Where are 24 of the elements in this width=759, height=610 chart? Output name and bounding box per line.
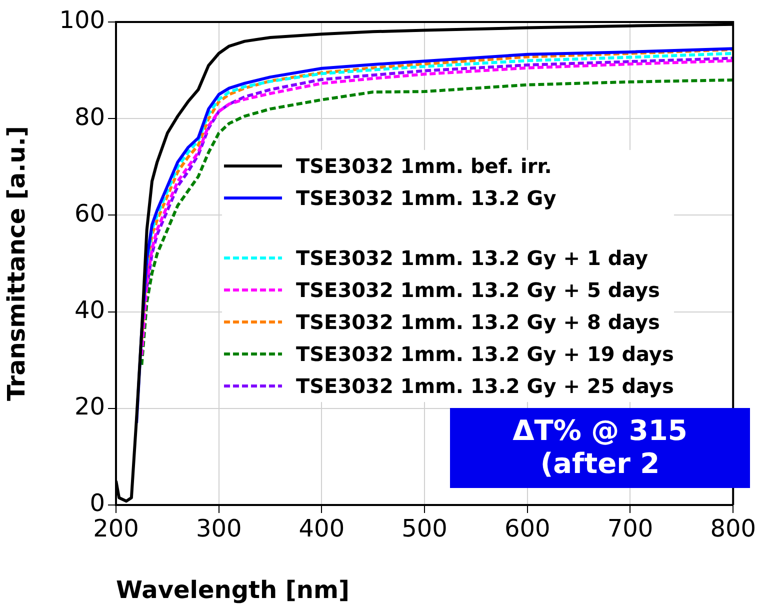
y-tick-label: 40 (74, 296, 105, 324)
y-tick-label: 100 (59, 6, 105, 34)
x-axis-title: Wavelength [nm] (116, 576, 350, 604)
legend-label: TSE3032 1mm. bef. irr. (296, 154, 552, 178)
x-tick-label: 500 (402, 514, 448, 543)
x-tick-label: 700 (607, 514, 654, 543)
x-tick-label: 400 (298, 514, 345, 543)
y-tick-label: 0 (90, 489, 105, 518)
annotation: (after 2 (539, 447, 661, 480)
x-tick-label: 200 (93, 514, 139, 543)
legend-label: TSE3032 1mm. 13.2 Gy + 19 days (296, 342, 674, 366)
legend-label: TSE3032 1mm. 13.2 Gy + 8 days (296, 310, 660, 334)
legend-label: TSE3032 1mm. 13.2 Gy + 1 day (296, 246, 648, 270)
x-tick-label: 800 (710, 514, 756, 543)
legend-label: TSE3032 1mm. 13.2 Gy + 25 days (296, 374, 674, 398)
annotation: ΔT% @ 315 (512, 414, 688, 447)
y-axis-title: Transmittance [a.u.] (2, 126, 31, 401)
y-tick-label: 20 (74, 392, 105, 421)
legend-label: TSE3032 1mm. 13.2 Gy + 5 days (296, 278, 660, 302)
x-tick-label: 600 (504, 514, 550, 543)
x-tick-label: 300 (196, 514, 242, 543)
y-tick-label: 80 (74, 102, 105, 131)
y-tick-label: 60 (74, 199, 105, 228)
legend-label: TSE3032 1mm. 13.2 Gy (296, 186, 556, 210)
